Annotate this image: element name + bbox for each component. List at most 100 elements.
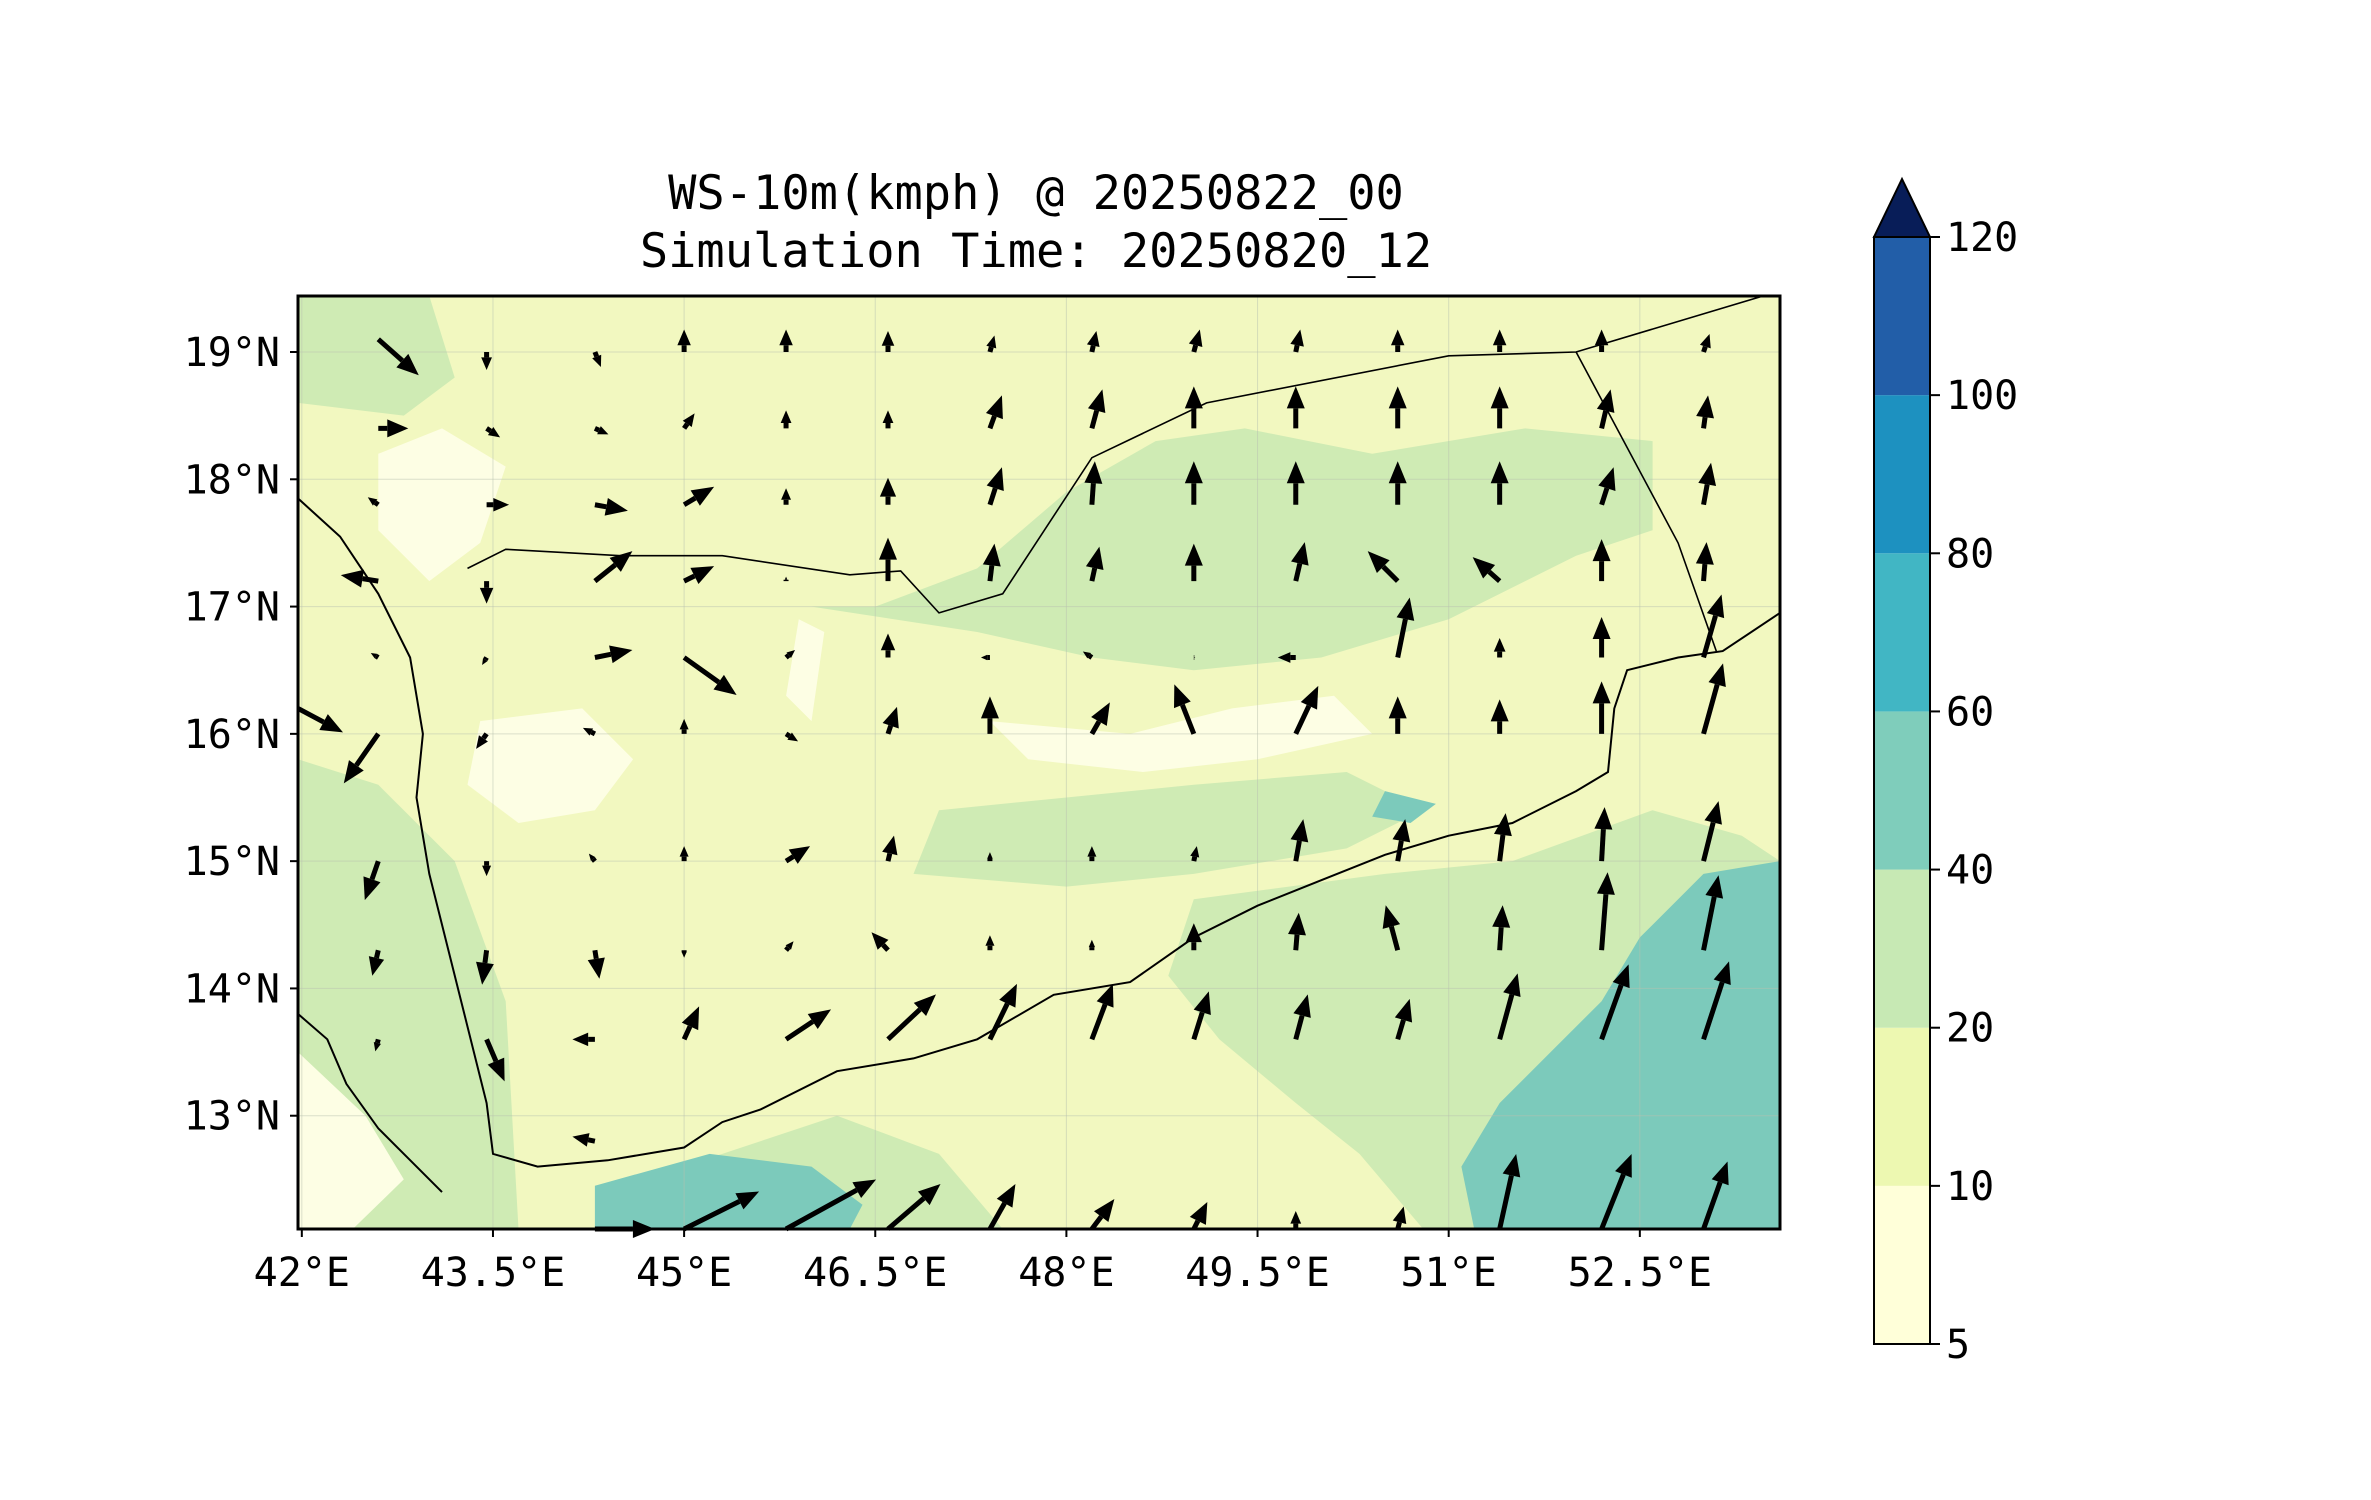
wind-arrow-head xyxy=(604,497,628,516)
wind-arrow-head xyxy=(784,576,788,580)
wind-arrow-head xyxy=(1189,1202,1208,1225)
wind-arrow-head xyxy=(1492,329,1507,346)
wind-arrow xyxy=(1701,875,1724,951)
wind-arrow-head xyxy=(1711,1161,1729,1186)
wind-arrow-head xyxy=(1713,961,1731,986)
wind-arrow-head xyxy=(1277,652,1291,663)
lon-tick-label: 49.5°E xyxy=(1185,1250,1330,1296)
wind-arrow-shaft xyxy=(1599,487,1610,506)
wind-arrow-head xyxy=(681,1006,700,1031)
wind-arrow xyxy=(1277,652,1296,663)
wind-arrow xyxy=(1497,1154,1521,1230)
wind-arrow-shaft xyxy=(362,576,379,584)
wind-arrow xyxy=(1290,819,1309,862)
lon-tick-label: 42°E xyxy=(254,1250,350,1296)
wind-arrow-head xyxy=(1394,998,1413,1023)
wind-arrow-shaft xyxy=(1701,896,1717,951)
wind-arrow xyxy=(485,426,501,438)
wind-arrow-head xyxy=(779,329,793,346)
wind-arrow-head xyxy=(609,551,633,572)
wind-arrow-head xyxy=(1596,389,1615,413)
wind-arrow xyxy=(1699,334,1711,353)
colorbar-segment xyxy=(1874,1185,1930,1344)
wind-arrow-shaft xyxy=(1497,1174,1514,1230)
wind-arrow-head xyxy=(367,497,378,506)
wind-arrow xyxy=(784,941,794,952)
colorbar-label: 60 xyxy=(1946,689,1994,735)
wind-arrow xyxy=(367,497,380,507)
wind-arrow xyxy=(594,645,633,664)
wind-arrow xyxy=(1493,813,1512,862)
wind-arrow-head xyxy=(476,961,494,985)
wind-arrow-shaft xyxy=(1191,344,1199,353)
wind-arrow xyxy=(1395,597,1415,658)
wind-arrow-head xyxy=(1708,663,1726,687)
wind-arrow-head xyxy=(487,1057,505,1082)
lon-tick-label: 52.5°E xyxy=(1568,1250,1713,1296)
wind-arrow-head xyxy=(1596,872,1615,895)
wind-arrow-shaft xyxy=(592,949,599,960)
wind-arrow-head xyxy=(572,1032,589,1047)
wind-arrow xyxy=(370,652,380,660)
wind-arrow xyxy=(1392,819,1411,862)
wind-arrow-head xyxy=(1084,461,1103,484)
wind-arrow xyxy=(1701,594,1725,659)
wind-arrow-head xyxy=(1382,905,1401,929)
wind-arrow xyxy=(588,853,597,863)
wind-arrow xyxy=(779,329,793,353)
wind-arrow xyxy=(486,497,510,512)
wind-arrow-head xyxy=(1490,386,1509,409)
wind-arrow xyxy=(1388,696,1407,734)
wind-arrow-shaft xyxy=(1701,981,1725,1041)
wind-arrow-head xyxy=(609,645,633,664)
wind-arrow xyxy=(681,950,687,958)
colorbar-label: 100 xyxy=(1946,373,2018,419)
wind-arrow-head xyxy=(1490,699,1509,722)
wind-arrow-head xyxy=(879,477,897,497)
wind-arrow-head xyxy=(343,760,364,784)
axis-ticks: 42°E 43.5°E 45°E 46.5°E 48°E 49.5°E 51°E 52.5°E… xyxy=(184,330,1712,1296)
wind-arrow xyxy=(1185,923,1202,951)
shading-region-40-60 xyxy=(1372,791,1436,823)
wind-arrow xyxy=(1472,557,1502,583)
shading-region-40-60 xyxy=(1461,861,1780,1229)
wind-arrow-shaft xyxy=(587,1137,596,1144)
wind-arrow-head xyxy=(582,727,594,736)
wind-arrow xyxy=(484,1038,505,1082)
wind-arrow-shaft xyxy=(373,500,380,507)
wind-arrow xyxy=(1701,961,1731,1041)
map-frame xyxy=(296,294,1782,1231)
wind-arrow xyxy=(1367,551,1400,583)
wind-arrow xyxy=(679,846,689,862)
wind-arrow xyxy=(871,932,890,952)
wind-arrow-head xyxy=(597,426,609,435)
wind-arrow-head xyxy=(1598,467,1616,491)
wind-arrow-shaft xyxy=(682,1199,741,1232)
wind-arrow xyxy=(682,655,737,695)
wind-arrow-shaft xyxy=(1293,704,1312,735)
wind-arrow xyxy=(1390,329,1405,353)
wind-arrow-head xyxy=(917,1184,941,1206)
wind-arrow xyxy=(986,467,1004,506)
wind-arrow xyxy=(881,331,895,353)
wind-arrow-head xyxy=(1594,807,1613,830)
wind-arrow-shaft xyxy=(987,487,998,506)
colorbar-segment xyxy=(1874,237,1930,396)
wind-arrow-head xyxy=(1472,557,1496,579)
wind-arrow-head xyxy=(986,335,997,349)
wind-arrow-shaft xyxy=(482,949,490,964)
wind-arrow-head xyxy=(882,835,898,856)
wind-arrow xyxy=(682,1191,760,1232)
wind-arrow-shaft xyxy=(1701,821,1716,862)
wind-arrow-head xyxy=(1190,846,1200,858)
wind-arrow xyxy=(1701,1161,1729,1230)
wind-arrow-head xyxy=(1698,462,1717,486)
wind-arrow-head xyxy=(587,957,605,979)
wind-arrow-shaft xyxy=(886,1196,926,1231)
wind-arrow xyxy=(1497,973,1521,1041)
wind-arrow-shaft xyxy=(593,562,617,584)
wind-arrow-head xyxy=(1291,542,1309,566)
wind-arrow-shaft xyxy=(886,1007,922,1042)
wind-arrow-shaft xyxy=(1497,834,1506,862)
wind-arrow-head xyxy=(913,994,936,1016)
